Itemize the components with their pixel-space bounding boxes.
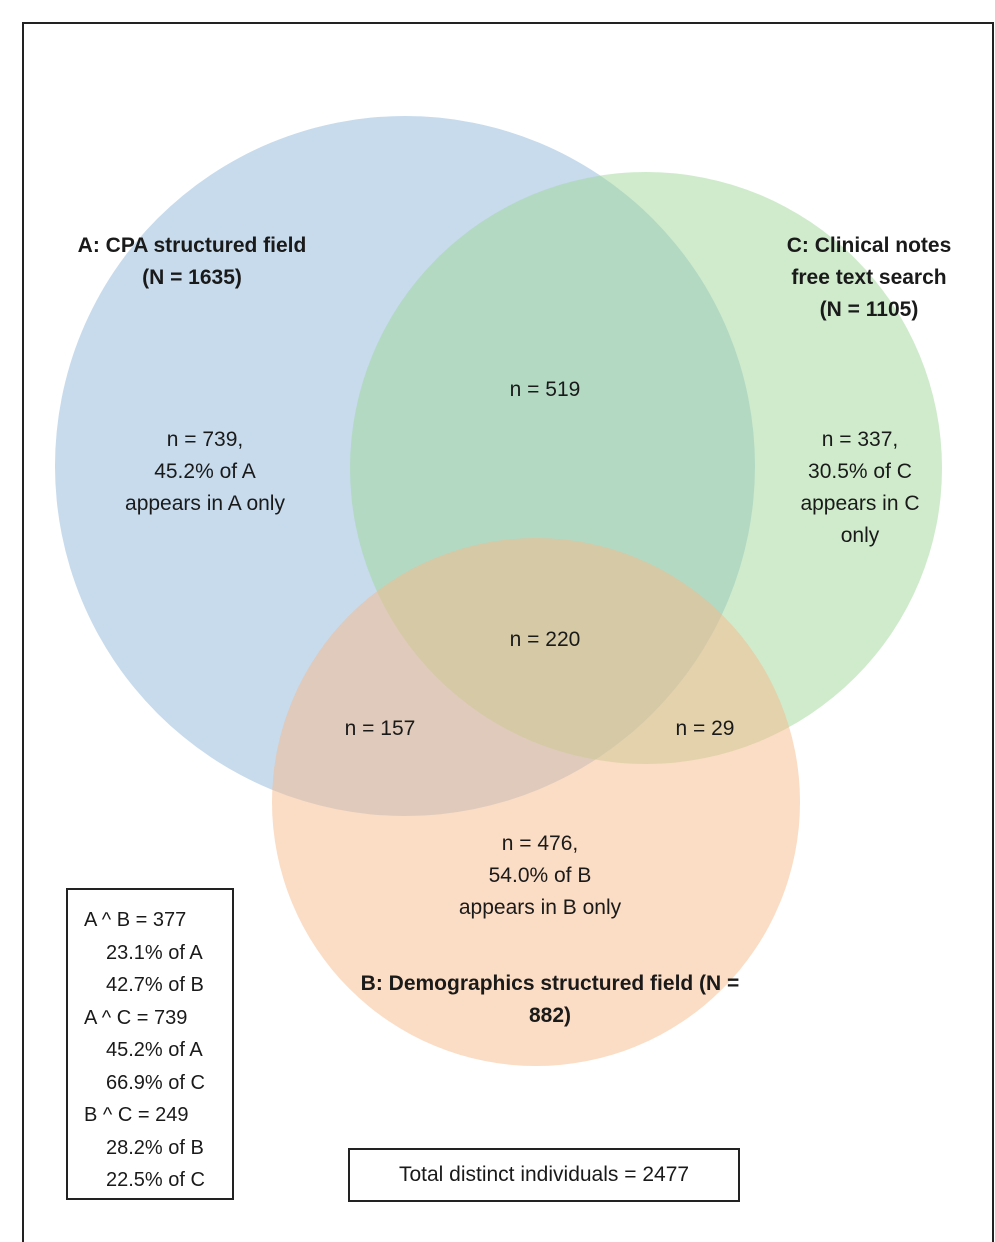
region-a-only-label: n = 739, 45.2% of A appears in A only [125, 428, 285, 515]
summary-row: A ^ B = 377 [84, 909, 187, 931]
set-a-title: A: CPA structured field (N = 1635) [77, 234, 307, 289]
region-ac-label: n = 519 [509, 378, 581, 401]
total-individuals-box: Total distinct individuals = 2477 [348, 1148, 740, 1202]
region-c-only-label: n = 337, 30.5% of C appears in C only [800, 428, 920, 547]
set-b-circle [272, 538, 800, 1066]
figure-frame [22, 22, 994, 1242]
intersection-summary-box: A ^ B = 377 23.1% of A 42.7% of B A ^ C … [66, 888, 234, 1200]
summary-row: 22.5% of C [106, 1169, 205, 1191]
summary-row: 66.9% of C [106, 1071, 205, 1094]
summary-row: 45.2% of A [106, 1039, 203, 1061]
set-c-title: C: Clinical notes free text search (N = … [786, 234, 952, 321]
set-b-title: B: Demographics structured field (N = 88… [360, 972, 740, 1027]
summary-row: A ^ C = 739 [84, 1006, 188, 1029]
region-abc-label: n = 220 [509, 628, 581, 651]
region-ab-label: n = 157 [344, 717, 416, 740]
summary-row: 28.2% of B [106, 1136, 204, 1159]
region-bc-label: n = 29 [675, 717, 735, 740]
summary-row: 42.7% of B [106, 974, 204, 996]
summary-row: B ^ C = 249 [84, 1104, 189, 1126]
summary-row: 23.1% of A [106, 941, 203, 964]
region-b-only-label: n = 476, 54.0% of B appears in B only [458, 832, 622, 919]
